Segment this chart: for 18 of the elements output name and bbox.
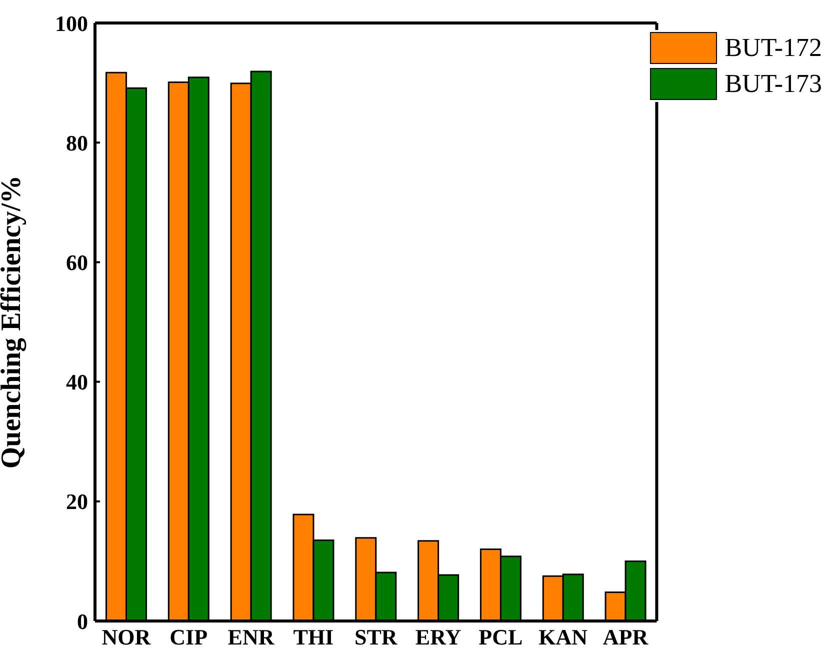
x-tick-label: APR [602, 624, 650, 650]
y-tick-label: 40 [66, 370, 88, 395]
y-tick-label: 20 [66, 489, 88, 514]
y-tick-label: 80 [66, 130, 88, 156]
x-tick-label: THI [293, 624, 334, 650]
y-tick-label: 100 [55, 10, 88, 36]
y-axis-title: Quenching Efficiency/% [0, 175, 27, 469]
legend-label: BUT-172 [724, 32, 822, 64]
x-tick-label: PCL [478, 624, 523, 650]
x-tick-label: CIP [170, 624, 208, 650]
y-tick-label: 60 [66, 250, 88, 276]
x-tick-label: ERY [415, 624, 462, 650]
x-tick-label: STR [354, 624, 398, 650]
y-tick-label: 0 [77, 608, 88, 634]
x-tick-label: ENR [228, 624, 276, 650]
legend-label: BUT-173 [724, 68, 822, 100]
x-tick-label: KAN [538, 624, 588, 650]
x-tick-label: NOR [102, 624, 152, 650]
